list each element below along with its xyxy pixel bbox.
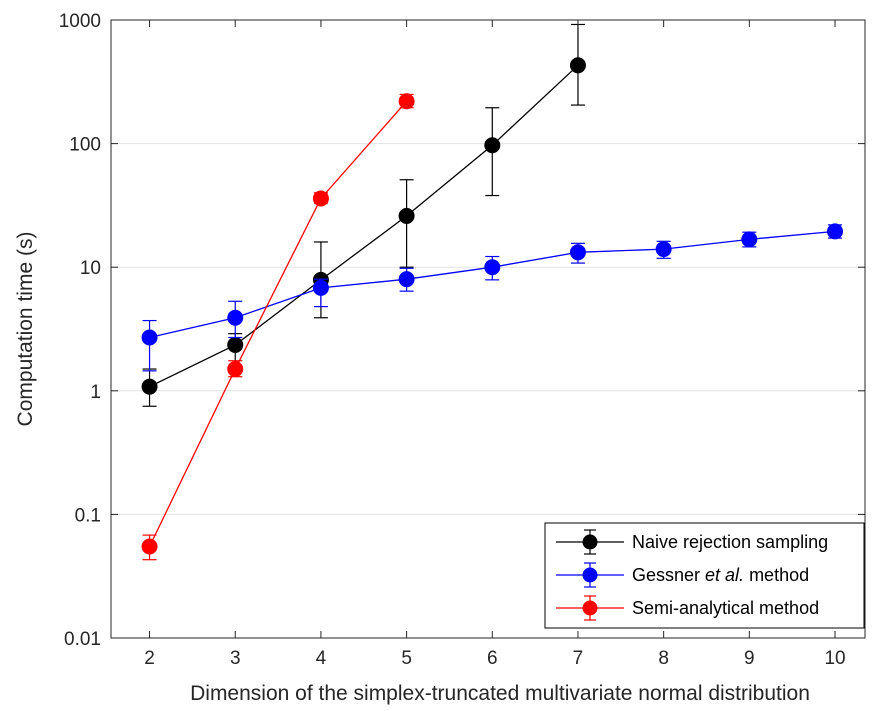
data-point [398, 271, 415, 288]
x-tick-label: 6 [487, 648, 498, 669]
y-axis-label: Computation time (s) [14, 232, 37, 427]
x-tick-label: 9 [744, 648, 755, 669]
y-tick-label: 1000 [59, 11, 101, 32]
x-tick-label: 4 [316, 648, 327, 669]
series-2 [141, 93, 415, 561]
y-tick-label: 1 [90, 382, 101, 403]
x-tick-label: 5 [401, 648, 412, 669]
x-axis-label: Dimension of the simplex-truncated multi… [190, 682, 810, 705]
data-point [141, 538, 158, 555]
legend-label-part: et al. [705, 565, 744, 585]
x-tick-label: 10 [824, 648, 845, 669]
data-point [398, 207, 415, 224]
tick-labels: 0.01 0.1 1 10 100 1000 2 3 4 5 6 7 8 9 10 [59, 11, 846, 669]
y-tick-label: 100 [69, 135, 101, 156]
x-tick-label: 2 [144, 648, 155, 669]
legend-label: Naive rejection sampling [632, 532, 828, 552]
legend-label-part: method [744, 565, 809, 585]
legend-marker [582, 567, 598, 583]
legend: Naive rejection sampling Gessner et al. m… [544, 522, 865, 629]
legend-label: Gessner et al. method [632, 565, 809, 585]
legend-label-part: Gessner [632, 565, 705, 585]
x-tick-label: 8 [658, 648, 669, 669]
series-line [149, 230, 836, 339]
legend-marker [582, 534, 598, 550]
x-tick-label: 7 [573, 648, 584, 669]
data-point [312, 279, 329, 296]
legend-label: Semi-analytical method [632, 598, 819, 618]
data-point [227, 336, 244, 353]
data-point [398, 93, 415, 110]
y-tick-label: 10 [80, 258, 101, 279]
grid-lines [111, 143, 865, 515]
data-point [741, 231, 758, 248]
data-point [484, 137, 501, 154]
data-point [141, 329, 158, 346]
series-0 [141, 23, 586, 407]
plot-area-border [110, 19, 866, 639]
data-point [227, 309, 244, 326]
data-point [227, 361, 244, 378]
series-line [148, 100, 408, 547]
y-tick-label: 0.1 [75, 505, 101, 526]
data-point [312, 190, 329, 207]
data-point [569, 244, 586, 261]
series-line [149, 64, 579, 388]
data-point [141, 378, 158, 395]
y-tick-label: 0.01 [64, 629, 101, 650]
axes [110, 19, 866, 639]
legend-marker [582, 600, 598, 616]
series-1 [141, 223, 844, 372]
data-point [827, 223, 844, 240]
x-tick-label: 3 [230, 648, 241, 669]
data-point [569, 57, 586, 74]
series-layer [141, 23, 844, 561]
data-point [655, 241, 672, 258]
data-point [484, 259, 501, 276]
